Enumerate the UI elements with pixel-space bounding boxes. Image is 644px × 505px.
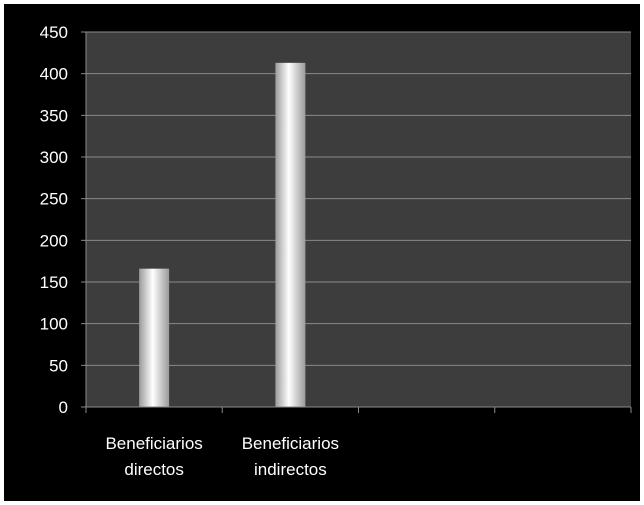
plot-area <box>86 32 631 407</box>
y-tick-label: 0 <box>59 398 68 417</box>
gridlines <box>81 31 631 408</box>
y-tick-label: 200 <box>40 231 68 250</box>
x-category-label: Beneficiarios <box>105 434 202 453</box>
y-tick-label: 150 <box>40 273 68 292</box>
y-tick-label: 100 <box>40 315 68 334</box>
y-tick-label: 400 <box>40 65 68 84</box>
bar <box>275 62 306 407</box>
x-category-label: indirectos <box>254 460 327 479</box>
y-tick-label: 50 <box>49 356 68 375</box>
axes <box>85 32 632 413</box>
y-tick-labels: 0 50 100 150 200 250 300 350 400 450 <box>40 23 68 417</box>
x-category-labels: Beneficiarios directos Beneficiarios indire… <box>105 434 339 479</box>
x-category-label: Beneficiarios <box>242 434 339 453</box>
y-tick-label: 300 <box>40 148 68 167</box>
bars <box>139 62 306 407</box>
bar <box>139 268 170 407</box>
y-tick-label: 450 <box>40 23 68 42</box>
y-tick-label: 350 <box>40 106 68 125</box>
x-category-label: directos <box>124 460 184 479</box>
y-tick-label: 250 <box>40 190 68 209</box>
